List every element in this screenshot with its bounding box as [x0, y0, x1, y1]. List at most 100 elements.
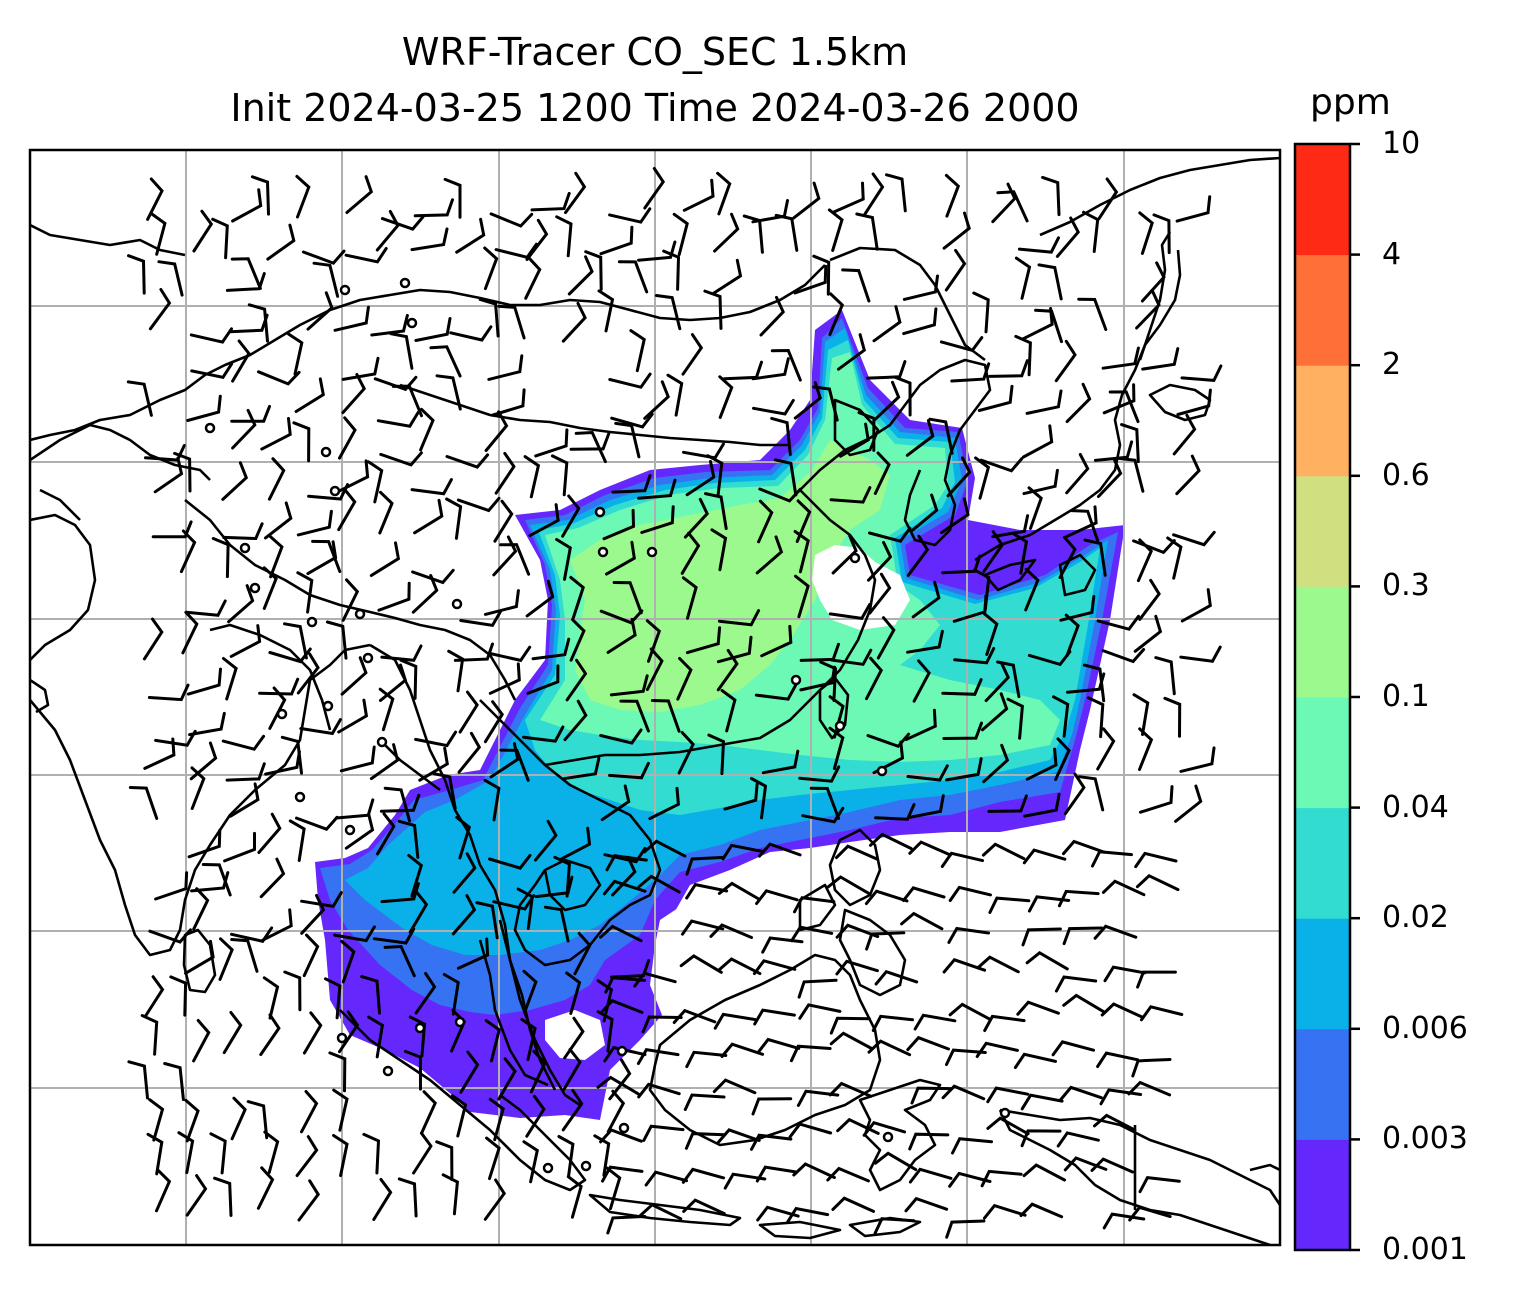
wind-barb: [749, 777, 768, 820]
wind-barb: [296, 571, 314, 614]
colorbar-segment: [1295, 697, 1350, 809]
wind-barb: [1108, 390, 1140, 424]
wind-barb: [1175, 454, 1201, 496]
wind-barb: [306, 291, 334, 331]
wind-barb: [755, 1165, 799, 1183]
wind-barb: [150, 212, 167, 256]
wind-barb: [531, 637, 571, 661]
wind-barb: [606, 1215, 647, 1235]
wind-barb: [672, 212, 689, 257]
wind-barb: [362, 1132, 381, 1175]
wind-barb: [752, 398, 795, 416]
wind-barb: [907, 794, 945, 819]
wind-barb: [703, 289, 723, 330]
wind-barb: [189, 741, 218, 781]
wind-barb: [209, 1132, 227, 1175]
wind-barb: [483, 1178, 507, 1221]
wind-barb: [1154, 656, 1176, 696]
wind-barb: [988, 896, 1031, 914]
calm-wind-circle: [336, 1032, 348, 1044]
wind-barb: [190, 362, 234, 379]
wind-barb: [569, 575, 585, 620]
wind-barb: [790, 925, 834, 943]
wind-barb: [983, 1014, 1026, 1032]
wind-barb: [716, 648, 739, 692]
wind-barb: [723, 1172, 767, 1190]
wind-barb: [380, 882, 420, 904]
wind-barb: [826, 1166, 870, 1183]
wind-barb: [332, 1134, 349, 1178]
wind-barb: [297, 1179, 321, 1222]
wind-barb: [151, 520, 193, 539]
wind-barb: [865, 931, 906, 951]
wind-barb: [312, 261, 340, 298]
wind-barb: [828, 726, 845, 771]
wind-barb: [451, 1094, 468, 1138]
wind-barb: [945, 757, 983, 782]
wind-barb: [906, 1035, 950, 1052]
wind-barb: [1101, 346, 1140, 370]
wind-barb: [707, 733, 726, 775]
wind-barb: [1077, 775, 1105, 812]
wind-barb: [287, 332, 304, 376]
wind-barb: [939, 336, 984, 353]
wind-barb: [169, 975, 188, 1017]
wind-barb: [682, 1198, 726, 1216]
wind-barb: [799, 665, 836, 692]
wind-barb: [525, 1094, 546, 1138]
wind-barb: [680, 531, 701, 575]
wind-barb: [831, 1196, 875, 1213]
wind-barb: [940, 497, 970, 535]
wind-barb: [299, 718, 342, 736]
wind-barb: [127, 254, 146, 295]
wind-barb: [905, 419, 935, 457]
calm-wind-circle: [276, 708, 288, 720]
wind-barb: [564, 171, 587, 215]
wind-barb: [605, 854, 648, 872]
wind-barb: [973, 568, 991, 611]
wind-barb: [497, 304, 526, 340]
wind-barb: [1054, 339, 1077, 383]
wind-barb: [643, 839, 687, 858]
wind-barb: [373, 375, 418, 392]
wind-barb: [1024, 567, 1040, 612]
wind-barb: [525, 579, 555, 618]
wind-barb: [761, 749, 800, 775]
wind-barb: [383, 944, 416, 978]
wind-barb: [793, 530, 810, 574]
wind-barb: [260, 417, 292, 451]
wind-barb: [1016, 1000, 1060, 1016]
wind-barb: [221, 461, 249, 501]
wind-barb: [902, 886, 946, 902]
wind-barb: [380, 644, 423, 662]
wind-barb: [755, 535, 784, 575]
wind-barb: [793, 896, 836, 914]
wind-barb: [865, 656, 884, 701]
colorbar-segment: [1295, 1139, 1350, 1251]
wind-barb: [606, 1089, 626, 1134]
wind-barb: [683, 1093, 726, 1111]
wind-barb: [455, 815, 472, 860]
wind-barb: [483, 589, 520, 616]
wind-barb: [706, 454, 724, 497]
wind-barb: [179, 529, 197, 574]
wind-barb: [599, 924, 643, 943]
wind-barb: [867, 1039, 912, 1057]
wind-barb: [268, 686, 287, 730]
wind-barb: [1101, 879, 1146, 897]
wind-barb: [717, 1128, 761, 1144]
colorbar-tick-label: 0.001: [1382, 1232, 1468, 1267]
wind-barb: [565, 658, 588, 702]
wind-barb: [605, 1166, 622, 1211]
colorbar-tick-label: 0.04: [1382, 789, 1449, 825]
wind-barb: [186, 394, 222, 422]
wind-barb: [874, 803, 916, 821]
wind-barb: [976, 955, 1020, 974]
wind-barb: [1082, 210, 1100, 253]
wind-barb: [478, 298, 500, 338]
wind-barb: [188, 711, 226, 737]
wind-barb: [296, 509, 333, 537]
wind-barb: [344, 812, 375, 850]
wind-barb: [795, 499, 812, 543]
wind-barb: [499, 748, 530, 782]
